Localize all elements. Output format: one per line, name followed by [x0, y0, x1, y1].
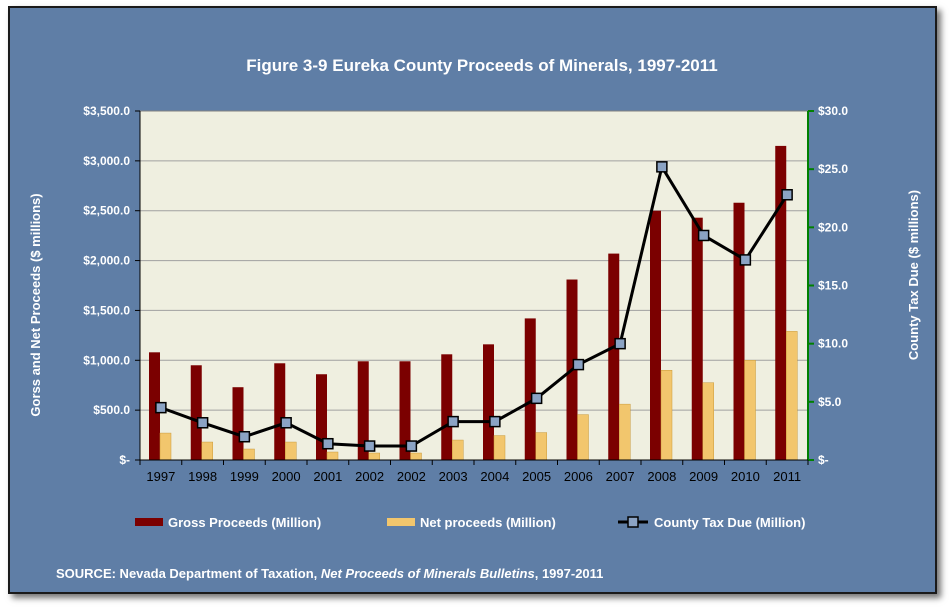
net-bar — [410, 452, 422, 461]
tax-point — [280, 417, 292, 429]
gross-bar — [274, 363, 286, 460]
source-title: Net Proceeds of Minerals Bulletins — [320, 566, 535, 581]
left-tick-label: $3,000.0 — [83, 154, 130, 168]
tax-point — [489, 415, 501, 428]
left-tick-label: $1,000.0 — [83, 353, 130, 367]
tax-point — [238, 430, 251, 443]
x-tick-label: 2005 — [522, 469, 551, 484]
net-bar — [619, 403, 631, 461]
legend-label-gross: Gross Proceeds (Million) — [168, 515, 321, 530]
x-tick-label: 2009 — [689, 469, 718, 484]
x-tick-label: 2002 — [397, 469, 426, 484]
chart-title: Figure 3-9 Eureka County Proceeds of Min… — [246, 56, 717, 75]
x-tick-label: 1999 — [230, 469, 259, 484]
tax-point — [781, 189, 793, 201]
net-bar — [201, 441, 213, 461]
left-tick-label: $1,500.0 — [83, 303, 130, 317]
legend-swatch-gross — [135, 518, 163, 526]
tax-point — [447, 415, 459, 428]
right-tick-label: $5.0 — [818, 395, 842, 409]
right-tick-label: $- — [818, 453, 829, 467]
tax-point — [322, 437, 334, 450]
x-axis: 1997 1998 1999 2000 2001 2002 2002 2003 2004 2005… — [139, 459, 809, 484]
gross-bar — [149, 352, 160, 460]
gross-bar — [357, 361, 369, 460]
gross-bar — [441, 354, 453, 460]
net-bar — [243, 448, 255, 461]
right-tick-label: $20.0 — [818, 220, 848, 234]
gross-bar — [524, 318, 536, 460]
tax-point — [614, 337, 626, 350]
gross-bar — [650, 210, 661, 460]
tax-point — [656, 161, 668, 173]
x-tick-label: 2001 — [313, 469, 342, 484]
gross-bar — [399, 361, 411, 460]
source-note: SOURCE: Nevada Department of Taxation, N… — [56, 566, 603, 581]
source-prefix: SOURCE: Nevada Department of Taxation, — [56, 566, 321, 581]
left-axis: $- $500.0 $1,000.0 $1,500.0 $2,000.0 $2,500.0… — [83, 104, 141, 467]
tax-point — [405, 440, 418, 452]
tax-point — [572, 358, 585, 371]
net-bar — [159, 432, 172, 461]
x-tick-label: 2010 — [731, 469, 760, 484]
tax-series-line — [160, 162, 789, 448]
net-bar — [535, 432, 547, 461]
gross-bar — [775, 145, 787, 460]
gross-bar — [483, 344, 494, 460]
net-bar — [493, 435, 506, 461]
y-axis-label: Gorss and Net Proceeds ($ millions) — [28, 193, 43, 416]
net-bar — [452, 439, 464, 461]
y2-axis-label: County Tax Due ($ millions) — [906, 190, 921, 360]
x-tick-label: 2000 — [272, 469, 301, 484]
x-tick-label: 2011 — [773, 469, 801, 484]
net-bar — [285, 441, 297, 461]
source-suffix: , 1997-2011 — [534, 566, 604, 581]
legend: Gross Proceeds (Million) Net proceeds (M… — [135, 515, 805, 530]
right-tick-label: $30.0 — [818, 104, 848, 118]
left-tick-label: $- — [119, 453, 130, 467]
legend-label-tax: County Tax Due (Million) — [654, 515, 805, 530]
gross-bar — [232, 387, 244, 460]
net-bar — [660, 370, 673, 461]
left-tick-label: $500.0 — [93, 403, 130, 417]
tax-point — [530, 392, 543, 405]
tax-point — [739, 254, 752, 266]
legend-label-net: Net proceeds (Million) — [420, 515, 556, 530]
gross-bar — [691, 217, 703, 460]
x-tick-label: 2003 — [439, 469, 468, 484]
net-bar — [368, 452, 380, 461]
net-bar — [577, 414, 589, 461]
left-tick-label: $3,500.0 — [83, 104, 130, 118]
gross-bar — [733, 202, 745, 461]
x-tick-label: 2002 — [355, 469, 384, 484]
tax-point — [697, 229, 710, 242]
tax-point — [196, 417, 209, 429]
x-tick-label: 1998 — [188, 469, 217, 484]
gross-bar — [608, 253, 620, 460]
tax-point — [363, 440, 376, 452]
net-bar — [326, 451, 339, 461]
gross-bar — [316, 374, 327, 460]
x-tick-label: 2008 — [647, 469, 676, 484]
tax-point — [155, 401, 167, 414]
net-bar — [744, 360, 756, 461]
x-tick-label: 2007 — [606, 469, 635, 484]
x-tick-label: 2004 — [480, 469, 509, 484]
right-tick-label: $25.0 — [818, 162, 848, 176]
tax-line — [155, 161, 793, 452]
x-tick-label: 2006 — [564, 469, 593, 484]
net-bar — [702, 382, 714, 461]
right-axis: $- $5.0 $10.0 $15.0 $20.0 $25.0 $30.0 — [807, 104, 848, 467]
x-tick-label: 1997 — [146, 469, 175, 484]
right-tick-label: $10.0 — [818, 337, 848, 351]
net-bar — [786, 331, 798, 461]
legend-swatch-net — [387, 518, 415, 526]
left-tick-label: $2,000.0 — [83, 254, 130, 268]
left-tick-label: $2,500.0 — [83, 204, 130, 218]
legend-swatch-tax-marker — [627, 516, 639, 528]
right-tick-label: $15.0 — [818, 279, 848, 293]
gross-bar — [190, 365, 202, 460]
